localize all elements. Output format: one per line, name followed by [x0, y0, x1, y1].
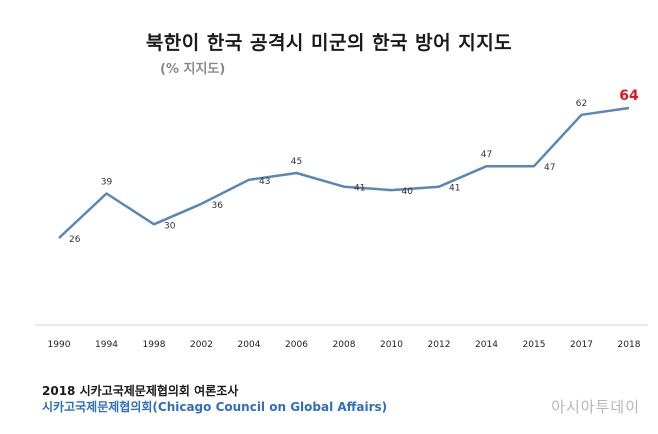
x-tick-label: 1998 — [143, 340, 166, 350]
source-organization: 시카고국제문제협의회(Chicago Council on Global Aff… — [42, 400, 388, 414]
data-label: 47 — [544, 163, 555, 173]
x-tick-label: 1994 — [95, 340, 118, 350]
series-line — [58, 106, 630, 239]
x-tick-labels-group: 1990 1994 1998 2002 2004 2006 2008 2010 2012 2014… — [48, 340, 641, 350]
data-label: 36 — [212, 201, 224, 211]
chart-title: 북한이 한국 공격시 미군의 한국 방어 지지도 — [145, 32, 513, 54]
data-label: 39 — [101, 178, 113, 188]
x-tick-label: 2006 — [285, 340, 308, 350]
x-tick-label: 2010 — [380, 340, 403, 350]
x-tick-label: 2017 — [570, 340, 593, 350]
data-label: 47 — [481, 150, 492, 160]
x-tick-label: 1990 — [48, 340, 71, 350]
watermark-logo: 아시아투데이 — [551, 398, 640, 416]
x-tick-label: 2014 — [475, 340, 498, 350]
series-line-group — [58, 106, 630, 239]
x-tick-label: 2018 — [618, 340, 641, 350]
data-label: 62 — [576, 99, 587, 109]
data-label: 30 — [164, 221, 176, 231]
chart-subtitle: (% 지지도) — [160, 62, 226, 77]
data-label: 41 — [449, 184, 460, 194]
x-tick-label: 2015 — [523, 340, 546, 350]
data-label: 45 — [291, 157, 302, 167]
x-tick-label: 2004 — [238, 340, 261, 350]
x-tick-label: 2002 — [190, 340, 213, 350]
x-tick-label: 2008 — [333, 340, 356, 350]
data-label: 64 — [619, 88, 639, 104]
data-label: 41 — [354, 184, 365, 194]
x-tick-label: 2012 — [428, 340, 451, 350]
data-label: 43 — [259, 177, 270, 187]
source-survey: 2018 시카고국제문제협의회 여론조사 — [42, 384, 239, 398]
data-labels-group: 26 39 30 36 43 45 41 40 41 47 47 62 64 — [69, 88, 639, 245]
data-label: 40 — [402, 187, 414, 197]
data-label: 26 — [69, 235, 81, 245]
